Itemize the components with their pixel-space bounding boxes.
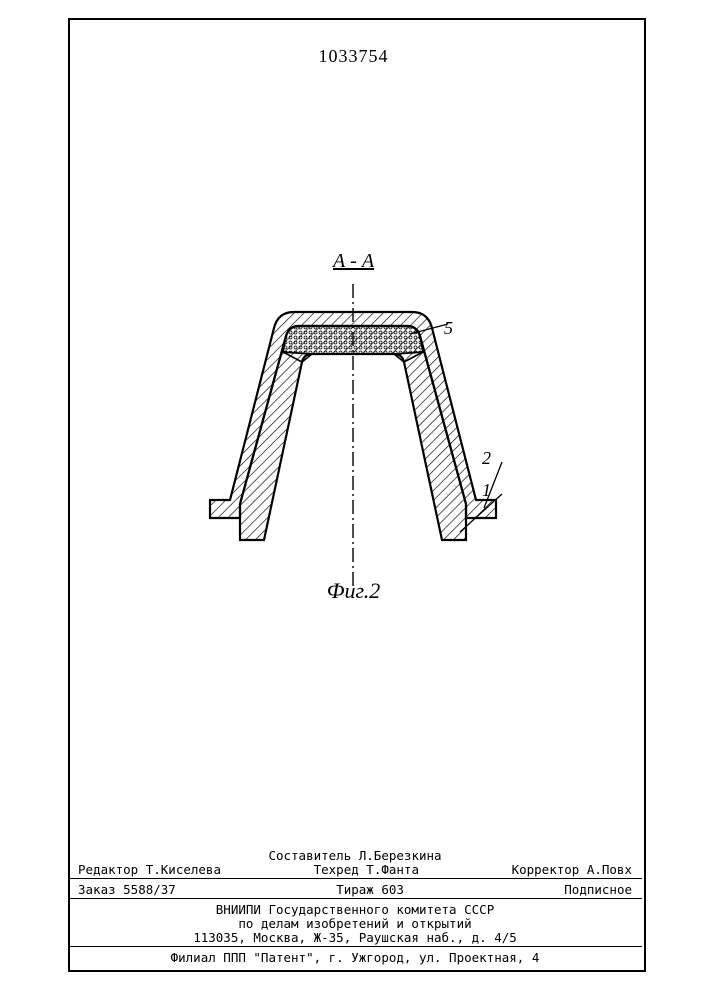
footer-order: Заказ 5588/37 [78,882,176,897]
footer-tirazh: Тираж 603 [336,882,404,897]
footer-editor: Редактор Т.Киселева [78,862,221,877]
footer-rule-1 [68,878,642,879]
section-label: А - А [0,250,707,273]
footer-corrector: Корректор А.Повх [512,862,632,877]
ref-label-1: 1 [482,480,491,501]
footer-podpisnoe: Подписное [564,882,632,897]
footer-branch: Филиал ППП "Патент", г. Ужгород, ул. Про… [68,950,642,965]
ref-label-5: 5 [444,318,453,339]
document-number: 1033754 [0,46,707,67]
footer-order-row: Заказ 5588/37 Тираж 603 Подписное [68,882,642,897]
patent-page: 1033754 А - А [0,0,707,1000]
footer-rule-3 [68,946,642,947]
figure-caption: Фиг.2 [0,578,707,604]
footer-rule-2 [68,898,642,899]
footer-org2: по делам изобретений и открытий [68,916,642,931]
ref-label-2: 2 [482,448,491,469]
footer-address: 113035, Москва, Ж-35, Раушская наб., д. … [68,930,642,945]
footer-credits-row: Редактор Т.Киселева Техред Т.Фанта Корре… [68,862,642,877]
footer-org1: ВНИИПИ Государственного комитета СССР [68,902,642,917]
cross-section-diagram [188,280,518,600]
footer-compiler: Составитель Л.Березкина [68,848,642,863]
footer-techred: Техред Т.Фанта [314,862,419,877]
